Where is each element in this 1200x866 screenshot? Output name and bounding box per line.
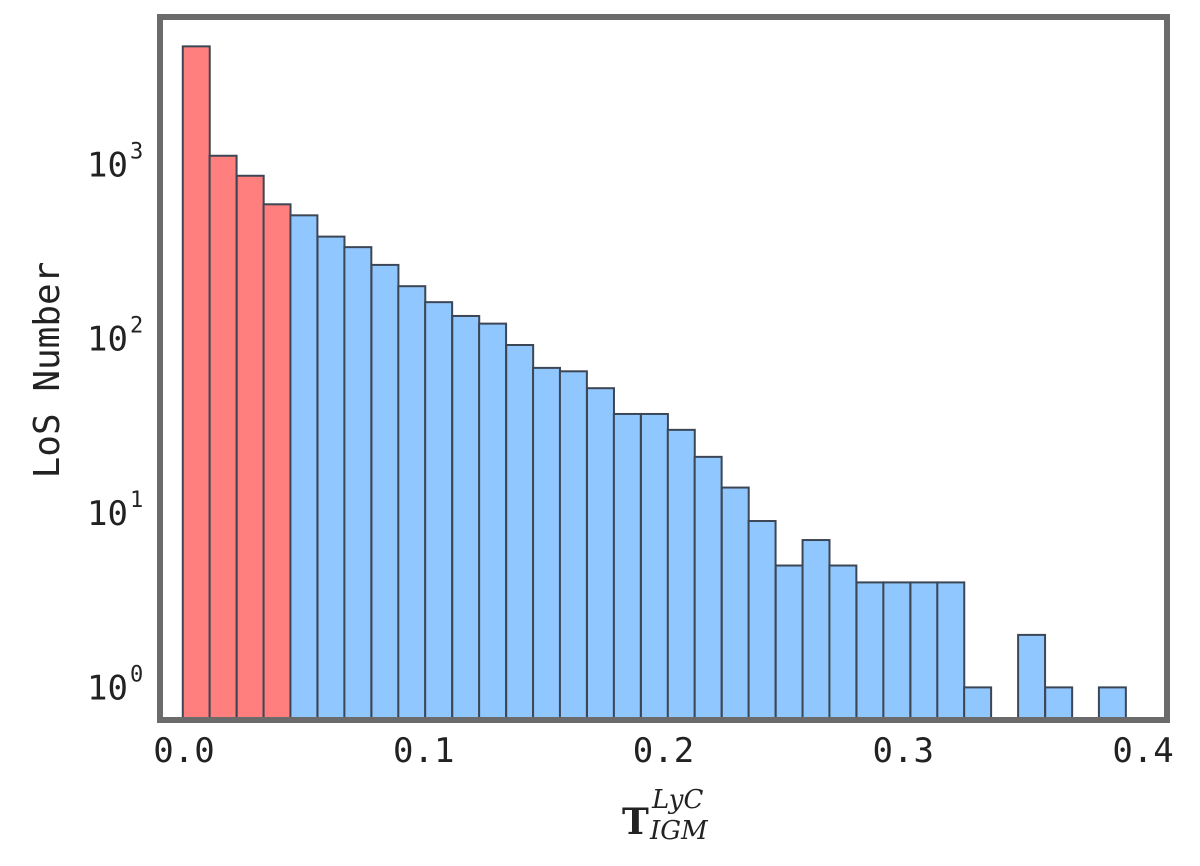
histogram-bar	[720, 486, 750, 722]
histogram-bar	[316, 235, 346, 721]
y-tick-label: 10	[87, 320, 128, 360]
histogram-bar	[963, 686, 993, 721]
y-tick-exponent: 3	[130, 139, 143, 164]
histogram-bar	[235, 174, 265, 722]
y-tick-exponent: 0	[130, 662, 143, 687]
histogram-bar	[747, 520, 777, 722]
histogram-bar	[855, 581, 885, 721]
histogram-bar	[208, 154, 238, 721]
histogram-bar	[1097, 686, 1127, 721]
histogram-bar	[666, 428, 696, 721]
histogram-bar	[801, 539, 831, 721]
histogram-bar	[586, 387, 615, 721]
histogram-bar	[505, 344, 535, 721]
x-axis-label: T LyC IGM	[622, 785, 709, 846]
histogram-bar	[262, 203, 292, 722]
histogram-bar	[478, 322, 508, 721]
histogram-bar	[828, 564, 858, 722]
y-tick-label: 10	[87, 494, 128, 534]
y-axis-label: LoS Number	[27, 262, 68, 479]
histogram-bar	[558, 370, 588, 721]
histogram-bar	[639, 412, 669, 721]
histogram-bar	[451, 314, 481, 721]
x-tick-label: 0.4	[1112, 731, 1173, 771]
histogram-bar	[370, 263, 400, 721]
histogram-bar	[1017, 633, 1047, 722]
histogram-bar	[882, 581, 912, 721]
y-tick-label: 10	[87, 668, 128, 708]
y-tick-exponent: 2	[130, 314, 143, 339]
histogram-bar	[343, 246, 373, 721]
bars-layer	[181, 45, 1127, 722]
histogram-bar	[909, 581, 939, 721]
histogram-bar	[1044, 686, 1074, 721]
histogram-bar	[397, 285, 427, 721]
histogram-bar	[424, 301, 454, 721]
histogram-bar	[289, 214, 319, 721]
plot-frame	[157, 14, 1170, 723]
x-axis-label-superscript: LyC	[651, 785, 703, 815]
x-axis-label-main: T	[622, 801, 649, 843]
histogram-bar	[774, 564, 804, 722]
x-tick-label: 0.0	[153, 731, 214, 771]
x-tick-label: 0.1	[393, 731, 454, 771]
histogram-bar	[181, 45, 211, 721]
histogram-bar	[612, 412, 642, 721]
y-tick-label: 10	[87, 145, 128, 185]
x-tick-label: 0.3	[873, 731, 934, 771]
histogram-bar	[532, 366, 562, 721]
y-tick-exponent: 1	[130, 488, 143, 513]
x-tick-label: 0.2	[633, 731, 694, 771]
histogram-bar	[936, 581, 966, 721]
histogram-bar	[693, 455, 723, 721]
x-axis-label-subscript: IGM	[649, 816, 709, 846]
